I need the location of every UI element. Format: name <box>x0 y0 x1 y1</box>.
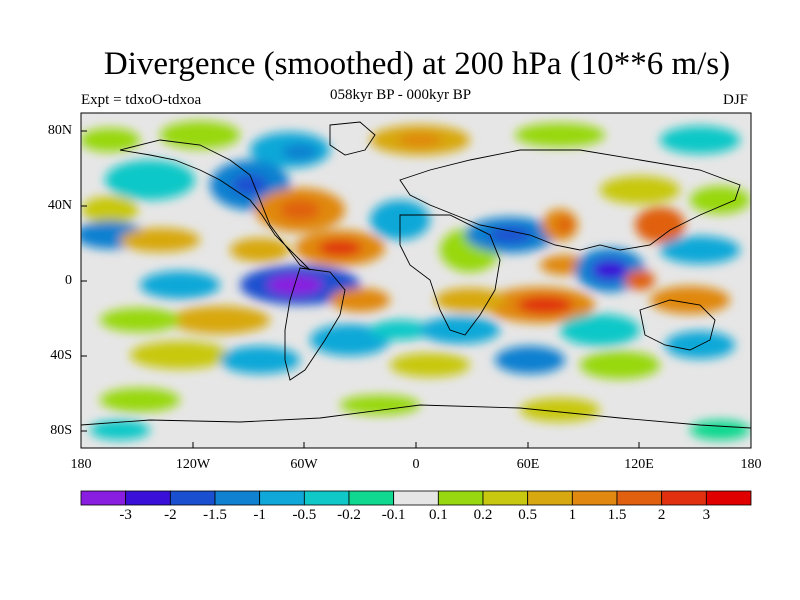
lon-label-180e: 180 <box>740 457 762 472</box>
lat-label-80s: 80S <box>50 423 72 438</box>
lat-label-40n: 40N <box>47 198 72 213</box>
coastlines <box>81 121 751 429</box>
colorbar-tick-label: -0.1 <box>381 507 406 523</box>
season-label: DJF <box>723 92 749 108</box>
colorbar-tick-label: -1.5 <box>203 507 227 523</box>
colorbar <box>80 490 752 506</box>
colorbar-swatch <box>437 490 484 506</box>
lon-label-0: 0 <box>412 457 420 472</box>
lat-label-40s: 40S <box>50 348 72 363</box>
colorbar-tick-label: 0.5 <box>518 507 538 523</box>
colorbar-tick-label: -2 <box>164 507 177 523</box>
lon-label-60w: 60W <box>290 457 318 472</box>
colorbar-swatch <box>303 490 350 506</box>
colorbar-swatch <box>169 490 216 506</box>
period-label: 058kyr BP - 000kyr BP <box>330 87 472 103</box>
experiment-label: Expt = tdxoO-tdxoa <box>81 92 202 108</box>
colorbar-tick-label: -0.2 <box>337 507 361 523</box>
colorbar-swatch <box>125 490 171 506</box>
lon-label-120w: 120W <box>175 457 211 472</box>
colorbar-swatch <box>616 490 663 506</box>
colorbar-tick-label: 1 <box>568 507 577 523</box>
lat-label-0: 0 <box>65 273 72 288</box>
colorbar-tick-label: 1.5 <box>607 507 627 523</box>
colorbar-tick-label: 0.2 <box>473 507 493 523</box>
colorbar-swatch <box>571 490 618 506</box>
colorbar-tick-label: 0.1 <box>428 507 448 523</box>
colorbar-swatch <box>214 490 261 506</box>
colorbar-tick-label: -0.5 <box>292 507 317 523</box>
colorbar-tick-label: 3 <box>702 507 711 523</box>
colorbar-tick-label: -3 <box>119 507 132 523</box>
colorbar-swatch <box>348 490 395 506</box>
lon-label-120e: 120E <box>624 457 654 472</box>
colorbar-swatch <box>705 490 752 506</box>
colorbar-swatch <box>661 490 707 506</box>
divergence-field <box>81 113 751 448</box>
lon-label-180w: 180 <box>70 457 92 472</box>
lon-label-60e: 60E <box>516 457 540 472</box>
colorbar-tick-label: -1 <box>253 507 266 523</box>
colorbar-swatch <box>259 490 305 506</box>
colorbar-swatch <box>482 490 529 506</box>
plot-title: Divergence (smoothed) at 200 hPa (10**6 … <box>103 46 731 82</box>
colorbar-swatch <box>393 490 439 506</box>
colorbar-swatch <box>80 490 127 506</box>
axis-ticks <box>80 130 752 448</box>
colorbar-tick-label: 2 <box>657 507 666 523</box>
lat-label-80n: 80N <box>47 123 72 138</box>
colorbar-swatch <box>527 490 573 506</box>
